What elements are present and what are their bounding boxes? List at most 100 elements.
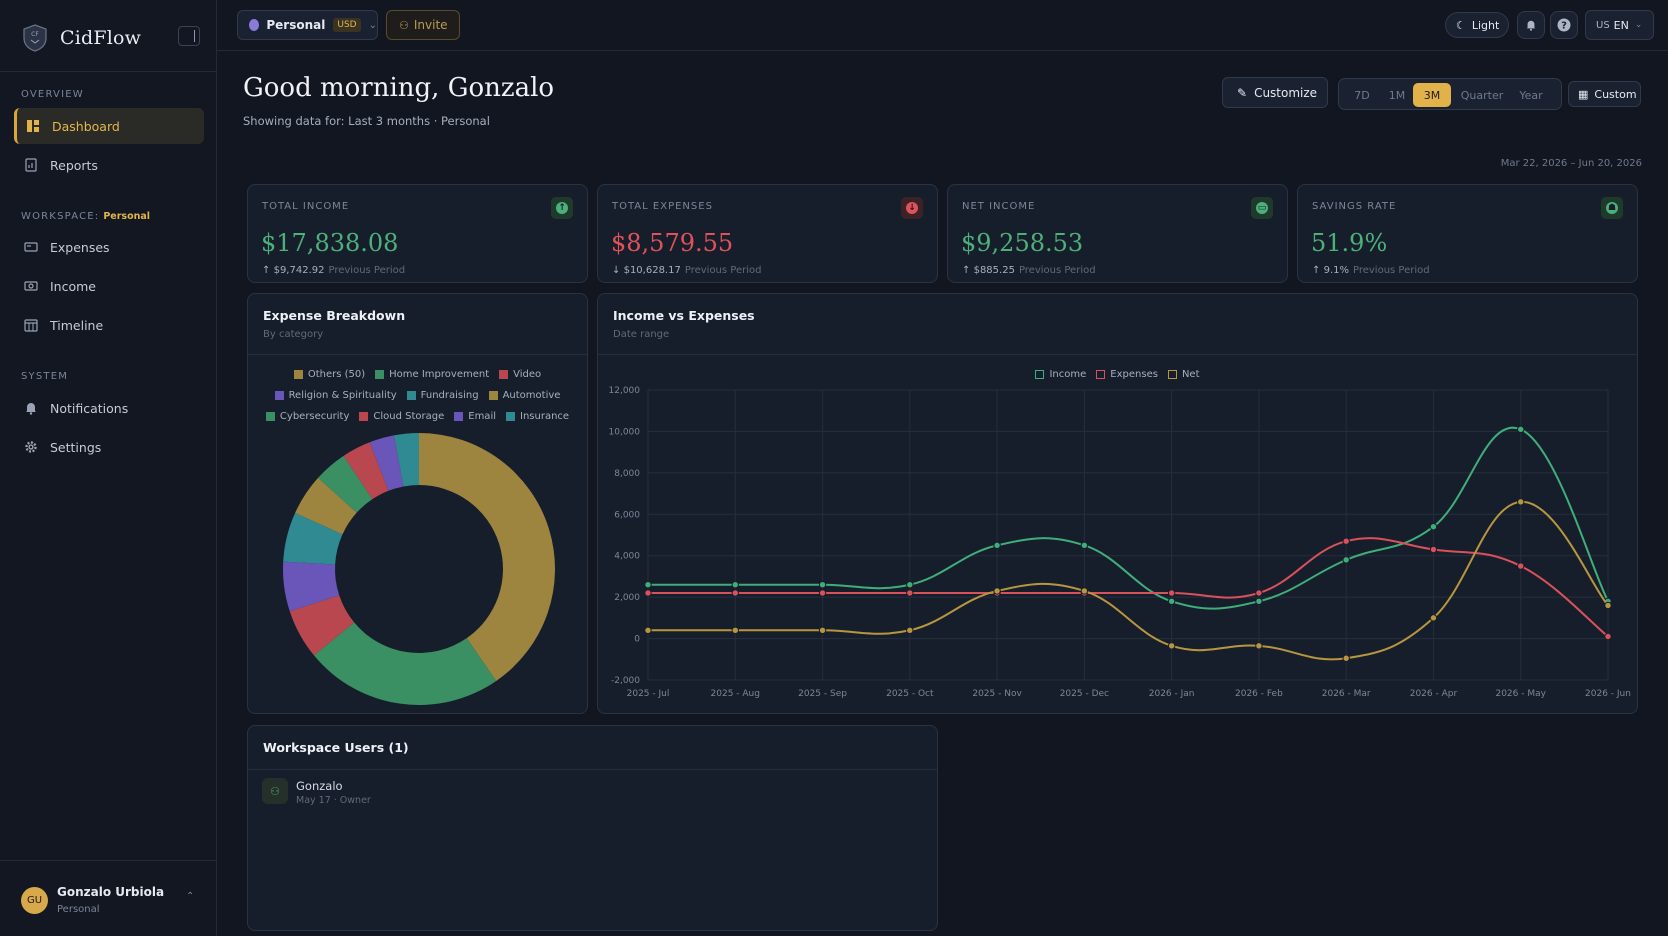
- pie-slice[interactable]: [289, 595, 355, 656]
- data-point[interactable]: [1167, 597, 1176, 605]
- data-point[interactable]: [818, 589, 827, 597]
- data-point[interactable]: [644, 581, 652, 589]
- x-tick-label: 2025 - Oct: [886, 689, 934, 699]
- period-3m[interactable]: 3M: [1413, 83, 1451, 107]
- legend-item[interactable]: Cybersecurity: [265, 411, 349, 422]
- data-point[interactable]: [1167, 642, 1176, 650]
- pie-slice[interactable]: [313, 622, 497, 705]
- workspace-switcher[interactable]: Personal USD ⌄: [237, 10, 378, 40]
- theme-label: Light: [1471, 18, 1500, 32]
- section-system: SYSTEM: [21, 371, 69, 382]
- data-point[interactable]: [1167, 589, 1176, 597]
- notifications-button[interactable]: [1517, 11, 1545, 39]
- sidebar-item-reports[interactable]: Reports: [14, 147, 204, 183]
- user-menu[interactable]: GU Gonzalo Urbiola Personal ⌃: [0, 860, 217, 936]
- data-point[interactable]: [818, 626, 827, 634]
- legend-item[interactable]: Others (50): [293, 369, 365, 380]
- period-7d[interactable]: 7D: [1354, 88, 1370, 102]
- pie-slice[interactable]: [283, 512, 343, 565]
- sidebar-item-dashboard[interactable]: Dashboard: [14, 108, 204, 144]
- data-point[interactable]: [993, 587, 1001, 595]
- period-year[interactable]: Year: [1519, 88, 1543, 102]
- user-avatar-icon: ⚇: [262, 778, 288, 804]
- pie-slice[interactable]: [343, 442, 389, 500]
- data-point[interactable]: [1080, 587, 1089, 595]
- legend-label: Fundraising: [420, 390, 479, 401]
- data-point[interactable]: [1342, 556, 1350, 564]
- data-point[interactable]: [1517, 425, 1525, 434]
- data-point[interactable]: [1342, 654, 1350, 662]
- data-point[interactable]: [1429, 614, 1438, 622]
- legend-item[interactable]: Income: [1035, 369, 1086, 380]
- trend-arrow: ↓: [612, 265, 621, 276]
- custom-range-button[interactable]: ▦ Custom: [1568, 81, 1641, 107]
- sidebar-item-label: Dashboard: [52, 118, 120, 134]
- pie-slice[interactable]: [318, 455, 373, 513]
- legend-item[interactable]: Fundraising: [406, 390, 479, 401]
- legend-label: Cloud Storage: [373, 411, 445, 422]
- calendar-icon: ▦: [1578, 87, 1589, 101]
- pie-slice[interactable]: [419, 433, 555, 681]
- sidebar-item-notifications[interactable]: Notifications: [14, 390, 204, 426]
- data-point[interactable]: [731, 581, 739, 589]
- data-point[interactable]: [993, 541, 1001, 550]
- legend-item[interactable]: Net: [1167, 369, 1200, 380]
- data-point[interactable]: [731, 589, 739, 597]
- data-point[interactable]: [906, 589, 914, 597]
- data-point[interactable]: [1255, 642, 1263, 650]
- legend-item[interactable]: Insurance: [506, 411, 569, 422]
- legend-item[interactable]: Expenses: [1096, 369, 1158, 380]
- legend-item[interactable]: Home Improvement: [375, 369, 489, 380]
- gear-icon: [24, 440, 38, 454]
- arrow-up-circle-icon-glyph: ↑: [556, 202, 568, 214]
- legend-item[interactable]: Religion & Spirituality: [274, 390, 397, 401]
- data-point[interactable]: [1080, 541, 1089, 550]
- data-point[interactable]: [1429, 523, 1438, 531]
- legend-item[interactable]: Email: [454, 411, 496, 422]
- data-point[interactable]: [1255, 589, 1263, 597]
- help-button[interactable]: ?: [1550, 11, 1578, 39]
- invite-button[interactable]: ⚇ Invite: [386, 10, 460, 40]
- period-quarter[interactable]: Quarter: [1460, 88, 1504, 102]
- pie-slice[interactable]: [393, 433, 419, 487]
- data-point[interactable]: [1342, 537, 1350, 545]
- chevron-down-icon: ⌄: [368, 19, 377, 31]
- data-scope-text: Showing data for: Last 3 months · Person…: [243, 114, 490, 128]
- brand[interactable]: CF CidFlow: [22, 22, 141, 54]
- pie-slice[interactable]: [295, 477, 357, 535]
- data-point[interactable]: [1604, 632, 1612, 641]
- sidebar-item-timeline[interactable]: Timeline: [14, 307, 204, 343]
- workspace-users-card: Workspace Users (1) ⚇ Gonzalo May 17 · O…: [247, 725, 938, 931]
- sidebar-item-income[interactable]: Income: [14, 268, 204, 304]
- card-divider: [598, 354, 1637, 355]
- collapse-sidebar-button[interactable]: [178, 26, 200, 46]
- data-point[interactable]: [906, 581, 914, 589]
- legend-item[interactable]: Video: [499, 369, 541, 380]
- x-tick-label: 2025 - Nov: [972, 689, 1022, 699]
- data-point[interactable]: [1517, 498, 1525, 506]
- data-point[interactable]: [731, 626, 739, 634]
- data-point[interactable]: [818, 581, 827, 589]
- customize-button[interactable]: ✎ Customize: [1222, 77, 1328, 108]
- data-point[interactable]: [1604, 601, 1612, 610]
- legend-item[interactable]: Automotive: [488, 390, 561, 401]
- data-point[interactable]: [1255, 597, 1263, 605]
- legend-label: Automotive: [502, 390, 561, 401]
- language-selector[interactable]: US EN ⌄: [1585, 10, 1654, 40]
- sidebar-item-expenses[interactable]: Expenses: [14, 229, 204, 265]
- sidebar-item-label: Reports: [50, 157, 98, 173]
- data-point[interactable]: [1517, 562, 1525, 570]
- data-point[interactable]: [644, 626, 652, 634]
- pie-slice[interactable]: [283, 561, 340, 612]
- pie-slice[interactable]: [369, 435, 404, 491]
- x-tick-label: 2026 - Jan: [1149, 689, 1195, 699]
- legend-item[interactable]: Cloud Storage: [359, 411, 444, 422]
- data-point[interactable]: [906, 626, 914, 634]
- sidebar-item-settings[interactable]: Settings: [14, 429, 204, 465]
- data-point[interactable]: [644, 589, 652, 597]
- theme-toggle-button[interactable]: ☾ Light: [1445, 12, 1509, 38]
- data-point[interactable]: [1429, 545, 1438, 554]
- period-1m[interactable]: 1M: [1388, 88, 1406, 102]
- previous-value: $9,742.92: [273, 265, 325, 276]
- stat-label: NET INCOME: [962, 201, 1036, 212]
